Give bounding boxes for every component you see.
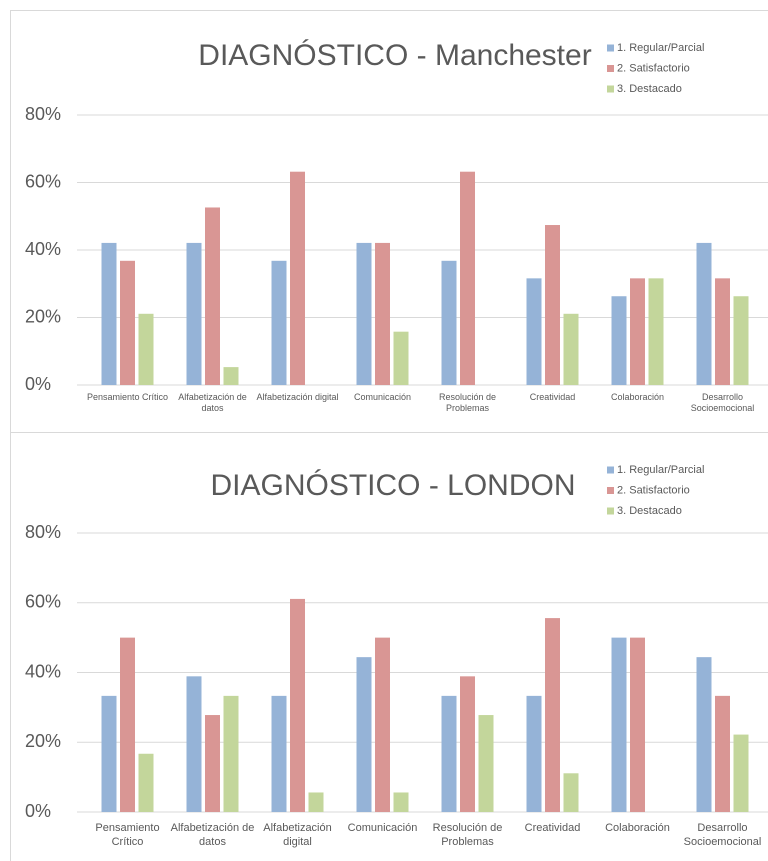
y-tick-label: 0% <box>25 374 51 394</box>
bar <box>733 734 749 812</box>
y-tick-label: 60% <box>25 592 61 612</box>
bar <box>138 313 154 385</box>
bar <box>611 637 627 812</box>
x-tick-label: Alfabetización digital <box>256 392 339 402</box>
bar <box>441 260 457 385</box>
bar <box>545 225 560 385</box>
y-tick-label: 0% <box>25 801 51 821</box>
bar <box>696 242 712 385</box>
bar <box>356 242 372 385</box>
x-tick-label: Alfabetización de datos <box>170 822 255 848</box>
y-tick-label: 80% <box>25 522 61 542</box>
x-tick-label: Desarrollo Socioemocional <box>690 392 755 414</box>
bar <box>526 278 542 385</box>
x-tick-label: Colaboración <box>610 392 665 402</box>
legend-swatch <box>607 466 614 474</box>
bar <box>526 695 542 812</box>
y-tick-label: 20% <box>25 731 61 751</box>
legend-swatch <box>607 44 614 52</box>
bar <box>563 313 579 385</box>
bar <box>611 296 627 385</box>
bar <box>375 242 390 385</box>
bar <box>101 695 117 812</box>
bar <box>186 242 202 385</box>
bar <box>120 260 135 385</box>
y-tick-label: 80% <box>25 104 61 124</box>
y-tick-label: 60% <box>25 171 61 191</box>
bar <box>290 598 305 812</box>
x-tick-label: Resolución de Problemas <box>438 392 497 414</box>
x-tick-label: Desarrollo Socioemocional <box>683 822 762 848</box>
x-tick-label: Pensamiento Crítico <box>86 392 169 402</box>
bar <box>271 260 287 385</box>
bar <box>545 618 560 812</box>
bar <box>715 695 730 812</box>
legend-swatch <box>607 507 614 515</box>
bar <box>630 278 645 385</box>
y-tick-label: 40% <box>25 661 61 681</box>
x-tick-label: Colaboración <box>605 822 670 834</box>
x-tick-label: Comunicación <box>347 822 418 834</box>
bar <box>356 657 372 812</box>
chart-title: DIAGNÓSTICO - LONDON <box>210 469 575 502</box>
x-tick-label: Resolución de Problemas <box>432 822 503 848</box>
legend-swatch <box>607 65 614 72</box>
x-tick-label: Pensamiento Crítico <box>95 822 160 848</box>
chart-title: DIAGNÓSTICO - Manchester <box>198 39 591 72</box>
legend-label: 2. Satisfactorio <box>617 62 690 74</box>
bar <box>648 278 664 385</box>
bar <box>205 207 220 385</box>
x-tick-label: Comunicación <box>353 392 412 402</box>
bar <box>223 695 239 812</box>
bar <box>205 715 220 812</box>
bar <box>460 171 475 385</box>
legend-label: 3. Destacado <box>617 83 682 95</box>
bar <box>696 657 712 812</box>
x-tick-label: Alfabetización de datos <box>178 392 247 414</box>
bar <box>393 792 409 812</box>
bar <box>715 278 730 385</box>
bar <box>733 296 749 385</box>
y-tick-label: 20% <box>25 306 61 326</box>
bar <box>460 676 475 812</box>
legend-label: 1. Regular/Parcial <box>617 42 704 54</box>
bar <box>630 637 645 812</box>
bar <box>101 242 117 385</box>
legend-label: 1. Regular/Parcial <box>617 464 704 476</box>
y-tick-label: 40% <box>25 239 61 259</box>
legend-swatch <box>607 85 614 93</box>
bar <box>138 753 154 812</box>
x-tick-label: Alfabetización digital <box>263 822 332 848</box>
bar <box>393 331 409 385</box>
legend-swatch <box>607 487 614 494</box>
bar <box>563 773 579 812</box>
bar <box>375 637 390 812</box>
legend-label: 2. Satisfactorio <box>617 484 690 496</box>
chart-frame <box>10 432 768 861</box>
bar <box>308 792 324 812</box>
bar <box>478 715 494 812</box>
bar <box>271 695 287 812</box>
bar <box>223 367 239 385</box>
bar <box>290 171 305 385</box>
bar <box>120 637 135 812</box>
x-tick-label: Creatividad <box>524 822 581 834</box>
legend-label: 3. Destacado <box>617 505 682 517</box>
bar <box>441 695 457 812</box>
bar <box>186 676 202 812</box>
x-tick-label: Creatividad <box>529 392 576 402</box>
